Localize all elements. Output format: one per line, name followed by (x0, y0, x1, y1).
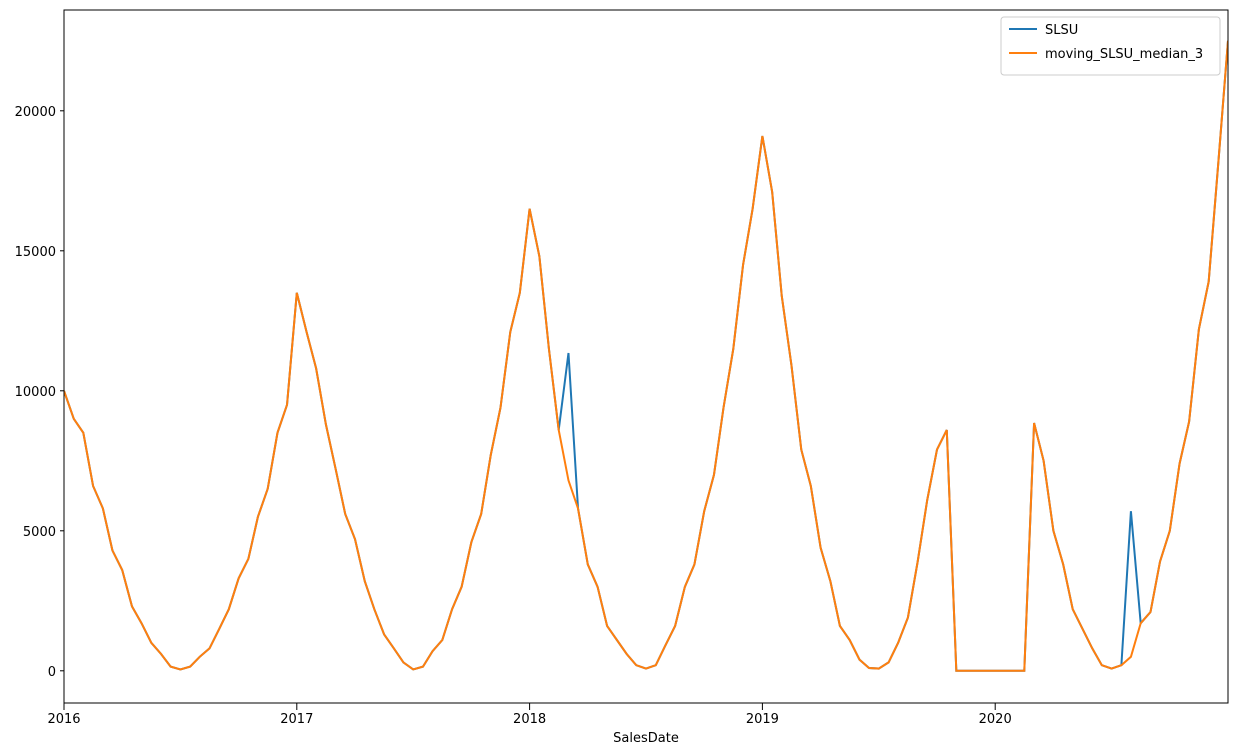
legend-label: SLSU (1045, 23, 1078, 38)
legend-label: moving_SLSU_median_3 (1045, 47, 1203, 62)
series-line (64, 40, 1228, 672)
plot-frame (63, 9, 1229, 704)
y-tick-label: 5000 (23, 525, 56, 540)
y-tick-label: 20000 (15, 105, 56, 120)
x-tick-label: 2018 (513, 712, 546, 727)
y-tick-label: 10000 (15, 385, 56, 400)
x-tick-label: 2020 (979, 712, 1012, 727)
legend-box (1000, 16, 1221, 76)
y-tick-label: 15000 (15, 245, 56, 260)
x-axis-label: SalesDate (613, 731, 679, 746)
x-tick-label: 2019 (746, 712, 779, 727)
y-tick-label: 0 (48, 665, 56, 680)
x-tick-label: 2016 (47, 712, 80, 727)
x-tick-label: 2017 (280, 712, 313, 727)
legend: SLSU moving_SLSU_median_3 (1000, 16, 1221, 76)
